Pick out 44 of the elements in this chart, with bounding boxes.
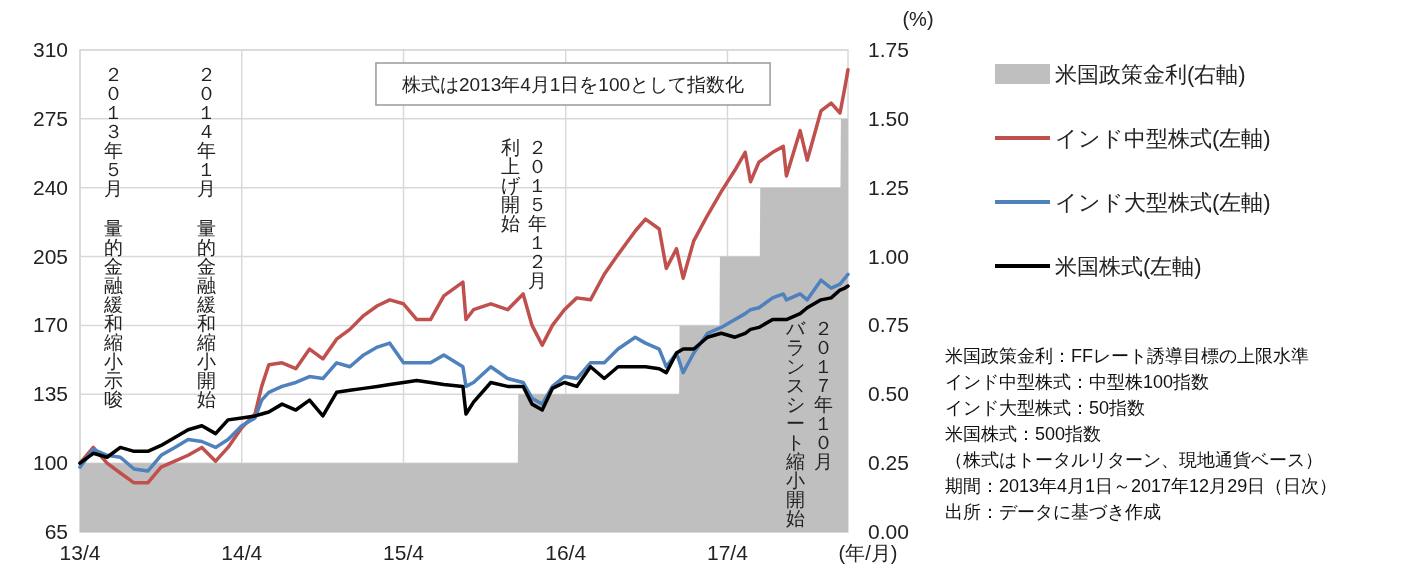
y-tick-label: 275 [32,106,68,130]
y-tick-label: 240 [32,175,68,199]
annotation: 株式は2013年4月1日を100として指数化 [400,74,745,95]
text: インド中型株式：中型株100指数 [945,372,1210,392]
annotation: ２０１５年１２月 [527,137,547,291]
text: 米国株式：500指数 [945,424,1102,444]
y-tick-label: 170 [32,313,68,337]
y-tick-label: 205 [32,244,68,268]
y2-tick-label: 1.00 [868,244,909,268]
y-tick-label: 135 [32,382,68,406]
y-tick-label: 310 [32,38,68,61]
text: インド大型株式：50指数 [945,398,1146,418]
y2-tick-label: 1.25 [868,175,909,199]
text: 期間：2013年4月1日～2017年12月29日（日次） [945,476,1338,496]
y2-tick-label: 0.25 [868,451,909,475]
legend-label: 米国政策金利(右軸) [1055,62,1246,87]
text: バランスシート縮小開始 [785,318,805,529]
x-axis-title: (年/月) [838,542,898,564]
annotation: ２０１４年１月 [196,64,216,199]
text: 出所：データに基づき作成 [945,502,1161,522]
text: 量的金融緩和縮小示唆 [103,218,123,410]
x-tick-label: 16/4 [545,541,587,564]
y2-tick-label: 0.50 [868,382,909,406]
text: （株式はトータルリターン、現地通貨ベース） [945,450,1323,470]
y2-tick-label: 0.75 [868,313,909,337]
y-tick-label: 65 [44,520,68,543]
legend-label: 米国株式(左軸) [1055,254,1202,279]
note-box: 株式は2013年4月1日を100として指数化 [375,62,771,106]
legend-label: インド大型株式(左軸) [1055,190,1271,215]
x-tick-label: 17/4 [707,541,749,564]
y2-tick-label: 1.75 [868,38,909,61]
annotation: 利上げ開始 [500,137,521,234]
y2-tick-label: 0.00 [868,520,909,543]
y2-axis-title: (%) [902,8,934,30]
annotation: ２０１３年５月 [103,64,123,199]
legend-label: インド中型株式(左軸) [1055,126,1271,151]
x-tick-label: 15/4 [383,541,425,564]
x-tick-label: 13/4 [59,541,101,564]
x-tick-label: 14/4 [221,541,263,564]
text: 米国政策金利：FFレート誘導目標の上限水準 [945,346,1309,366]
y-tick-label: 100 [32,451,68,475]
annotation: ２０１７年１０月 [813,318,833,472]
text: 量的金融緩和縮小開始 [196,218,216,410]
y2-tick-label: 1.50 [868,106,909,130]
